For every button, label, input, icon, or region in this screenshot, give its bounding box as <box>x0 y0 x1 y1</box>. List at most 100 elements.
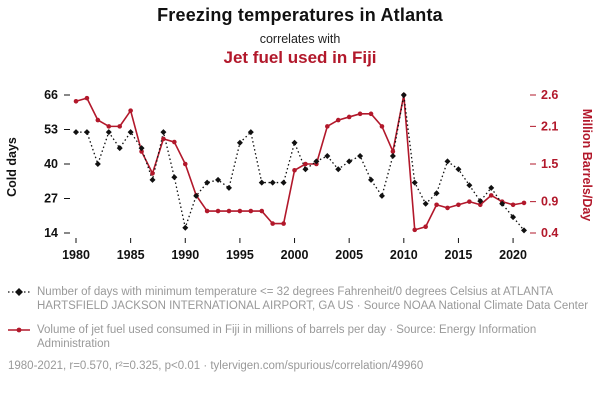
series-fiji-marker <box>292 167 297 173</box>
left-tick-label: 27 <box>44 192 58 206</box>
series-atlanta-marker <box>488 184 495 191</box>
series-atlanta-marker <box>160 129 167 136</box>
series-fiji-marker <box>161 136 166 142</box>
series-atlanta-marker <box>400 92 407 98</box>
right-tick-label: 2.6 <box>541 88 558 102</box>
series-atlanta-marker <box>127 129 134 136</box>
series-atlanta-marker <box>105 129 112 136</box>
left-tick-label: 66 <box>44 88 58 102</box>
series-atlanta-marker <box>313 158 320 165</box>
left-tick-label: 14 <box>44 226 58 240</box>
series-fiji-marker <box>467 199 472 204</box>
legend-series1-label: Number of days with minimum temperature … <box>37 286 589 313</box>
series-atlanta-marker <box>280 179 287 186</box>
series-fiji-marker <box>445 205 450 211</box>
series-fiji-marker <box>95 117 101 123</box>
series-fiji-marker <box>281 221 286 226</box>
right-tick-label: 0.9 <box>541 195 558 209</box>
series-atlanta-marker <box>411 179 418 186</box>
x-tick-label: 2005 <box>335 248 363 262</box>
x-tick-label: 2010 <box>390 248 418 262</box>
legend-series2-label: Volume of jet fuel used consumed in Fiji… <box>37 323 537 350</box>
series-atlanta-marker <box>247 129 254 136</box>
right-tick-label: 1.5 <box>541 157 558 171</box>
x-tick-label: 2020 <box>499 248 527 262</box>
series-fiji-marker <box>335 117 341 123</box>
series-atlanta-marker <box>171 174 178 181</box>
series-atlanta-marker <box>335 166 342 173</box>
series-atlanta-marker <box>138 145 145 152</box>
series-atlanta-marker <box>510 214 517 221</box>
stats-line: 1980-2021, r=0.570, r²=0.325, p<0.01 · t… <box>8 360 424 372</box>
series-fiji-line <box>75 94 525 231</box>
series-atlanta-marker <box>346 158 353 165</box>
series-atlanta-marker <box>215 176 222 183</box>
series-atlanta-marker <box>225 184 232 191</box>
x-tick-label: 1985 <box>117 248 145 262</box>
series-atlanta-marker <box>389 153 396 160</box>
series-atlanta-marker <box>422 200 429 207</box>
left-tick-label: 40 <box>44 157 58 171</box>
series-fiji-marker <box>357 111 363 117</box>
series-fiji-marker <box>139 149 144 154</box>
x-tick-label: 1980 <box>62 248 90 262</box>
series-fiji-marker <box>248 208 254 214</box>
series-atlanta-marker <box>368 176 375 183</box>
series-fiji-marker <box>521 200 527 206</box>
series-atlanta-marker <box>477 198 484 205</box>
series-fiji-marker <box>204 208 210 214</box>
series-fiji-marker <box>379 124 385 129</box>
series-fiji-marker <box>182 161 188 167</box>
series-fiji-marker <box>412 227 418 233</box>
left-tick-label: 53 <box>44 123 58 137</box>
series-atlanta-marker <box>357 153 364 160</box>
chart-title-secondary: Jet fuel used in Fiji <box>223 48 377 67</box>
series-fiji-marker <box>270 221 275 226</box>
fiji-series-marker-icon <box>8 327 30 332</box>
series-fiji-marker <box>303 161 308 167</box>
chart-footer: Number of days with minimum temperature … <box>8 285 590 372</box>
right-tick-label: 2.1 <box>541 119 558 133</box>
series-fiji-marker <box>73 98 79 104</box>
right-tick-label: 0.4 <box>541 226 558 240</box>
series-atlanta-marker <box>302 166 309 173</box>
series-fiji-marker <box>215 208 221 214</box>
series-atlanta-marker <box>83 129 90 136</box>
series-fiji-marker <box>172 139 177 145</box>
series-atlanta-marker <box>94 161 101 167</box>
series-fiji-marker <box>226 208 232 214</box>
chart-canvas: 14 27 40 53 66 0.4 0.9 1.5 2.1 2.6 1980 1985 1990 199… <box>44 88 558 262</box>
x-tick-label: 2000 <box>281 248 309 262</box>
series-atlanta-marker <box>73 129 79 136</box>
series-atlanta-marker <box>149 176 156 183</box>
series-atlanta-marker <box>521 227 527 234</box>
series-fiji-marker <box>488 193 494 198</box>
atlanta-series-marker-icon <box>8 288 30 296</box>
series-fiji-marker <box>434 202 439 208</box>
series-fiji-marker <box>117 124 123 129</box>
series-atlanta-marker <box>466 182 473 189</box>
chart-title-primary: Freezing temperatures in Atlanta <box>157 5 443 25</box>
series-atlanta-marker <box>291 139 298 146</box>
series-atlanta-marker <box>269 179 276 186</box>
x-tick-label: 2015 <box>445 248 473 262</box>
series-fiji-marker <box>477 202 483 208</box>
series-atlanta-marker <box>444 158 451 165</box>
legend-series2: Volume of jet fuel used consumed in Fiji… <box>8 323 590 352</box>
series-fiji-marker <box>510 202 516 208</box>
series-fiji-marker <box>390 149 396 154</box>
series-atlanta-marker <box>499 200 506 207</box>
series-fiji-marker <box>325 124 330 129</box>
series-atlanta-marker <box>116 145 123 152</box>
series-atlanta-marker <box>193 192 200 199</box>
series-atlanta-marker <box>236 139 243 146</box>
series-fiji-marker <box>259 208 265 214</box>
series-atlanta-marker <box>324 153 331 160</box>
chart-title-connector: correlates with <box>259 32 341 46</box>
series-atlanta-marker <box>433 190 440 197</box>
series-fiji-marker <box>150 171 155 176</box>
x-tick-label: 1990 <box>171 248 199 262</box>
x-tick-label: 1995 <box>226 248 254 262</box>
series-atlanta-marker <box>455 166 462 173</box>
